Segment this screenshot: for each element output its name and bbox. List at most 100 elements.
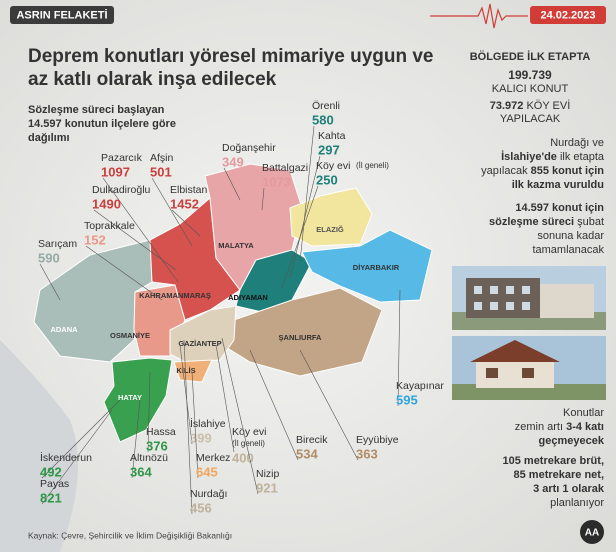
sidebar-segment: sonuna kadar (537, 230, 604, 242)
province-label: HATAY (118, 393, 142, 402)
district-value: 821 (40, 490, 62, 505)
sidebar-line: geçmeyecek (539, 435, 605, 447)
district-value: 456 (190, 500, 212, 515)
leader-line (41, 399, 121, 479)
district-name: Battalgazi (262, 162, 308, 174)
district-name: Elbistan (170, 184, 208, 196)
district-value: 501 (150, 164, 172, 179)
district-name: Birecik (296, 434, 328, 446)
sidebar-segment: 3-4 katı (566, 421, 604, 433)
district-value: 1490 (92, 196, 121, 211)
district-value: 349 (222, 154, 244, 169)
district-name: Toprakkale (84, 220, 135, 232)
date-badge (530, 6, 606, 24)
district-value: 363 (356, 446, 378, 461)
sidebar-segment: tamamlanacak (532, 244, 604, 256)
sidebar-line: 3 artı 1 olarak (533, 483, 605, 495)
leader-line (102, 177, 179, 283)
province-label: GAZİANTEP (178, 339, 221, 348)
province (173, 359, 213, 383)
district-name: Nurdağı (190, 488, 227, 500)
sidebar-segment: KALICI KONUT (492, 83, 569, 95)
district-value: 580 (312, 112, 334, 127)
province-label: KİLİS (176, 366, 195, 375)
sidebar-line: yapılacak 855 konut için (481, 165, 604, 177)
labels: Sözleşme süreci başlayan 14.597 konutun i… (28, 100, 444, 516)
building (540, 284, 594, 318)
leader-line (191, 371, 199, 479)
province-label: KAHRAMANMARAŞ (139, 291, 211, 300)
district-value: 1097 (101, 164, 130, 179)
district-value: 376 (146, 438, 168, 453)
sidebar-line: 85 metrekare net, (514, 469, 605, 481)
sidebar-segment: şubat (574, 216, 604, 228)
district-name: Köy evi (316, 160, 350, 172)
sidebar-line: YAPILACAK (500, 113, 561, 125)
district-name: Sarıçam (38, 238, 77, 250)
district-note: (İl geneli) (232, 439, 265, 448)
district-value: 152 (84, 232, 106, 247)
province (103, 357, 173, 443)
district-name: İskenderun (40, 451, 92, 464)
district-name: Köy evi (232, 426, 266, 438)
province-label: ŞANLIURFA (279, 333, 323, 342)
district-value: 534 (296, 446, 318, 461)
sidebar-segment: Konutlar (563, 407, 604, 419)
district-value: 645 (196, 464, 218, 479)
window (490, 302, 498, 310)
logo-text: AA (585, 528, 599, 539)
province-label: ADIYAMAN (228, 293, 268, 302)
sidebar-segment: 855 konut için (531, 165, 605, 177)
window (506, 302, 514, 310)
province-label: ELAZIĞ (316, 225, 344, 234)
sidebar-segment: sözleşme süreci (489, 216, 574, 228)
window (522, 302, 530, 310)
badge (10, 6, 114, 24)
province-label: MALATYA (218, 241, 254, 250)
intro: 14.597 konutun ilçelere göre (28, 118, 176, 130)
sidebar-segment: BÖLGEDE İLK ETAPTA (470, 50, 591, 63)
district-value: 364 (130, 464, 152, 479)
sidebar-line: planlanıyor (550, 497, 604, 509)
district-value: 1073 (262, 174, 291, 189)
province-label: ADANA (50, 325, 78, 334)
leader-line (171, 209, 201, 237)
district-value: 399 (190, 430, 212, 445)
district-name: Dulkadiroğlu (92, 184, 151, 196)
sidebar-line: Nurdağı ve (550, 137, 604, 149)
intro: dağılımı (28, 132, 70, 144)
window (522, 368, 534, 378)
province-label: OSMANİYE (110, 331, 150, 340)
district-name: İslahiye (190, 417, 226, 430)
province (223, 287, 383, 377)
leader-line (93, 209, 177, 271)
sidebar-segment: 85 metrekare net, (514, 469, 605, 481)
sidebar-segment: KÖY EVİ (523, 99, 570, 112)
badge-text: ASRIN FELAKETİ (16, 8, 107, 21)
title: az katlı olarak inşa edilecek (28, 69, 277, 90)
leader-line (215, 344, 235, 453)
district-name: Afşin (150, 152, 174, 164)
leader-line (223, 167, 241, 201)
province (149, 196, 241, 321)
window (474, 286, 482, 294)
sidebar-line: sözleşme süreci şubat (489, 216, 604, 228)
sidebar-line: 105 metrekare brüt, (503, 455, 605, 467)
sidebar-line: tamamlanacak (532, 244, 604, 256)
leader-line (299, 125, 315, 263)
sidebar-line: BÖLGEDE İLK ETAPTA (470, 50, 591, 63)
seismograph (430, 3, 528, 29)
sidebar-segment: geçmeyecek (539, 435, 605, 447)
sidebar-segment: 3 artı 1 olarak (533, 483, 605, 495)
leader-line (41, 409, 113, 505)
sidebar-line: Konutlar (563, 407, 604, 419)
window (490, 286, 498, 294)
source: Kaynak: Çevre, Şehircilik ve İklim Değiş… (28, 530, 232, 540)
map: ADANA OSMANİYE KAHRAMANMARAŞ MALATYA ELAZIĞ A… (33, 163, 433, 443)
sidebar-segment: YAPILACAK (500, 113, 561, 125)
leader-line (289, 155, 321, 279)
window (506, 286, 514, 294)
leader-line (131, 399, 141, 479)
district-value: 400 (232, 450, 254, 465)
